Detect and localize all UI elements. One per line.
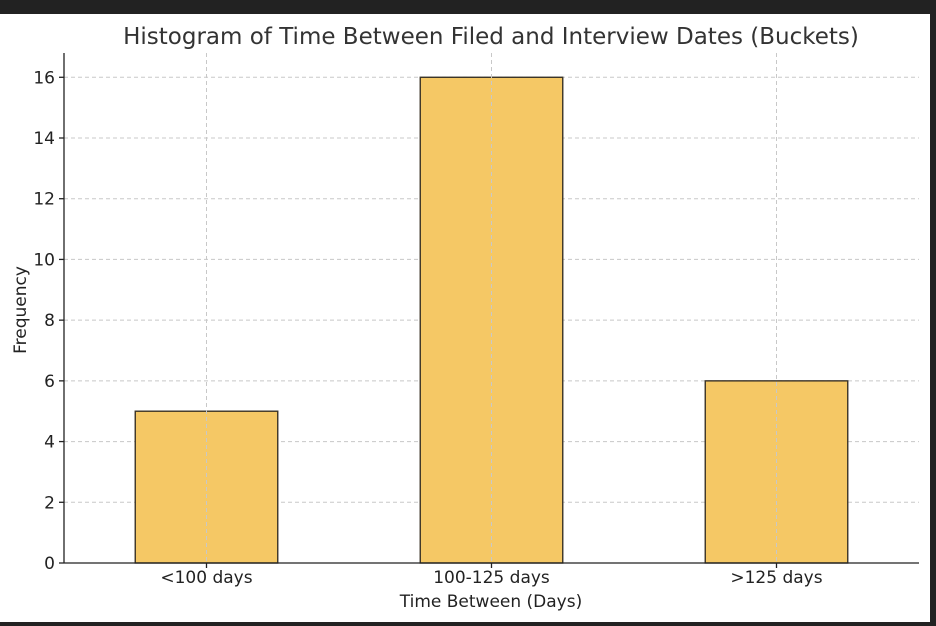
y-tick-label: 4 (44, 433, 55, 453)
y-tick-label: 12 (33, 190, 55, 210)
chart-title: Histogram of Time Between Filed and Inte… (123, 24, 859, 50)
y-tick-label: 6 (44, 372, 55, 392)
y-axis-label: Frequency (11, 266, 31, 354)
y-tick-label: 8 (44, 311, 55, 331)
y-tick-label: 10 (33, 250, 55, 270)
bar (704, 380, 849, 564)
y-tick-label: 0 (44, 554, 55, 574)
y-tick-label: 14 (33, 129, 55, 149)
y-tick-label: 16 (33, 68, 55, 88)
x-tick-label: >125 days (730, 568, 822, 588)
bar-layer (134, 53, 849, 564)
bar-chart: 0 2 4 6 8 10 12 14 16 <100 days 100-125 days >125 d… (11, 24, 919, 612)
chart-frame: 0 2 4 6 8 10 12 14 16 <100 days 100-125 days >125 d… (0, 14, 930, 622)
tick-layer: 0 2 4 6 8 10 12 14 16 <100 days 100-125 days >125 d… (33, 68, 822, 588)
x-tick-label: 100-125 days (433, 568, 550, 588)
x-tick-label: <100 days (160, 568, 252, 588)
y-tick-label: 2 (44, 493, 55, 513)
x-axis-label: Time Between (Days) (399, 592, 582, 612)
